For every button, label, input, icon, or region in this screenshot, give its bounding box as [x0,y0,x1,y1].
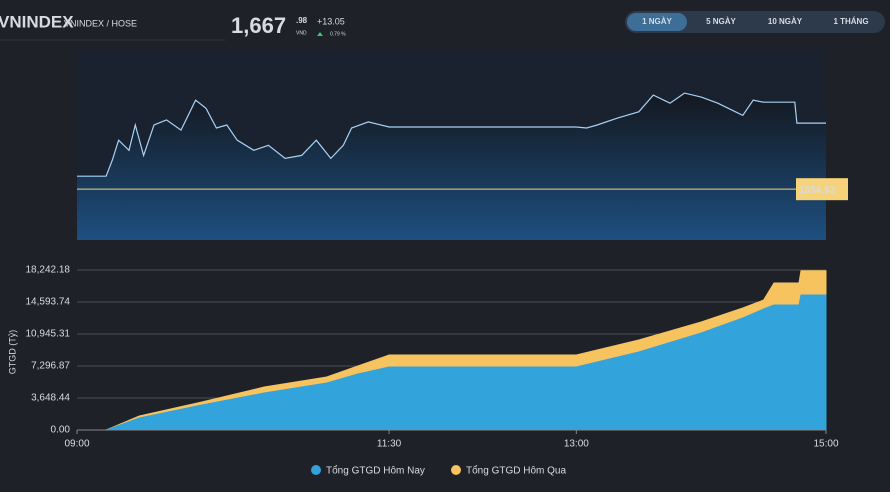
price-decimals: .98 [296,16,308,25]
legend-swatch [451,465,461,475]
tab[interactable]: 10 NGÀY [768,17,803,26]
y-tick-label: 7,296.87 [31,361,70,372]
up-arrow [317,32,323,36]
value-chart: GTGD (Tỷ) 0.00 3,648.44 7,296.87 10,945.31 14… [7,265,839,477]
tab[interactable]: 5 NGÀY [706,17,736,26]
index-area [77,93,826,240]
tab-active [627,13,687,31]
price: 1,667 [231,13,286,38]
exchange: VNINDEX / HOSE [64,18,137,28]
reference-badge [796,178,848,201]
x-tick-label: 09:00 [64,439,89,450]
y-axis-label: GTGD (Tỷ) [7,330,17,375]
tab[interactable]: 1 THÁNG [833,17,868,26]
y-tick-label: 14,593.74 [26,297,71,308]
legend-label[interactable]: Tổng GTGD Hôm Nay [326,465,425,477]
series-area [77,294,827,431]
reference-label: 1654.93 [799,185,836,196]
x-tick-label: 11:30 [377,439,402,450]
legend-swatch [311,465,321,475]
index-line [77,92,826,177]
change-pct: 0.79 % [330,31,346,37]
legend-label[interactable]: Tổng GTGD Hôm Qua [466,465,566,477]
x-tick-label: 13:00 [564,439,589,450]
x-tick-label: 15:00 [813,439,838,450]
y-tick-label: 18,242.18 [26,265,71,276]
currency: VND [296,30,307,36]
y-tick-label: 10,945.31 [26,329,71,340]
y-tick-label: 0.00 [51,425,71,436]
tab[interactable]: 1 NGÀY [642,17,672,26]
index-chart: 1654.93 [77,50,848,240]
symbol: VNINDEX [0,12,74,31]
tabs: 1 NGÀY 5 NGÀY 10 NGÀY 1 THÁNG [627,13,869,31]
y-tick-label: 3,648.44 [31,393,70,404]
change: +13.05 [317,16,345,26]
tab-bar [625,11,885,33]
